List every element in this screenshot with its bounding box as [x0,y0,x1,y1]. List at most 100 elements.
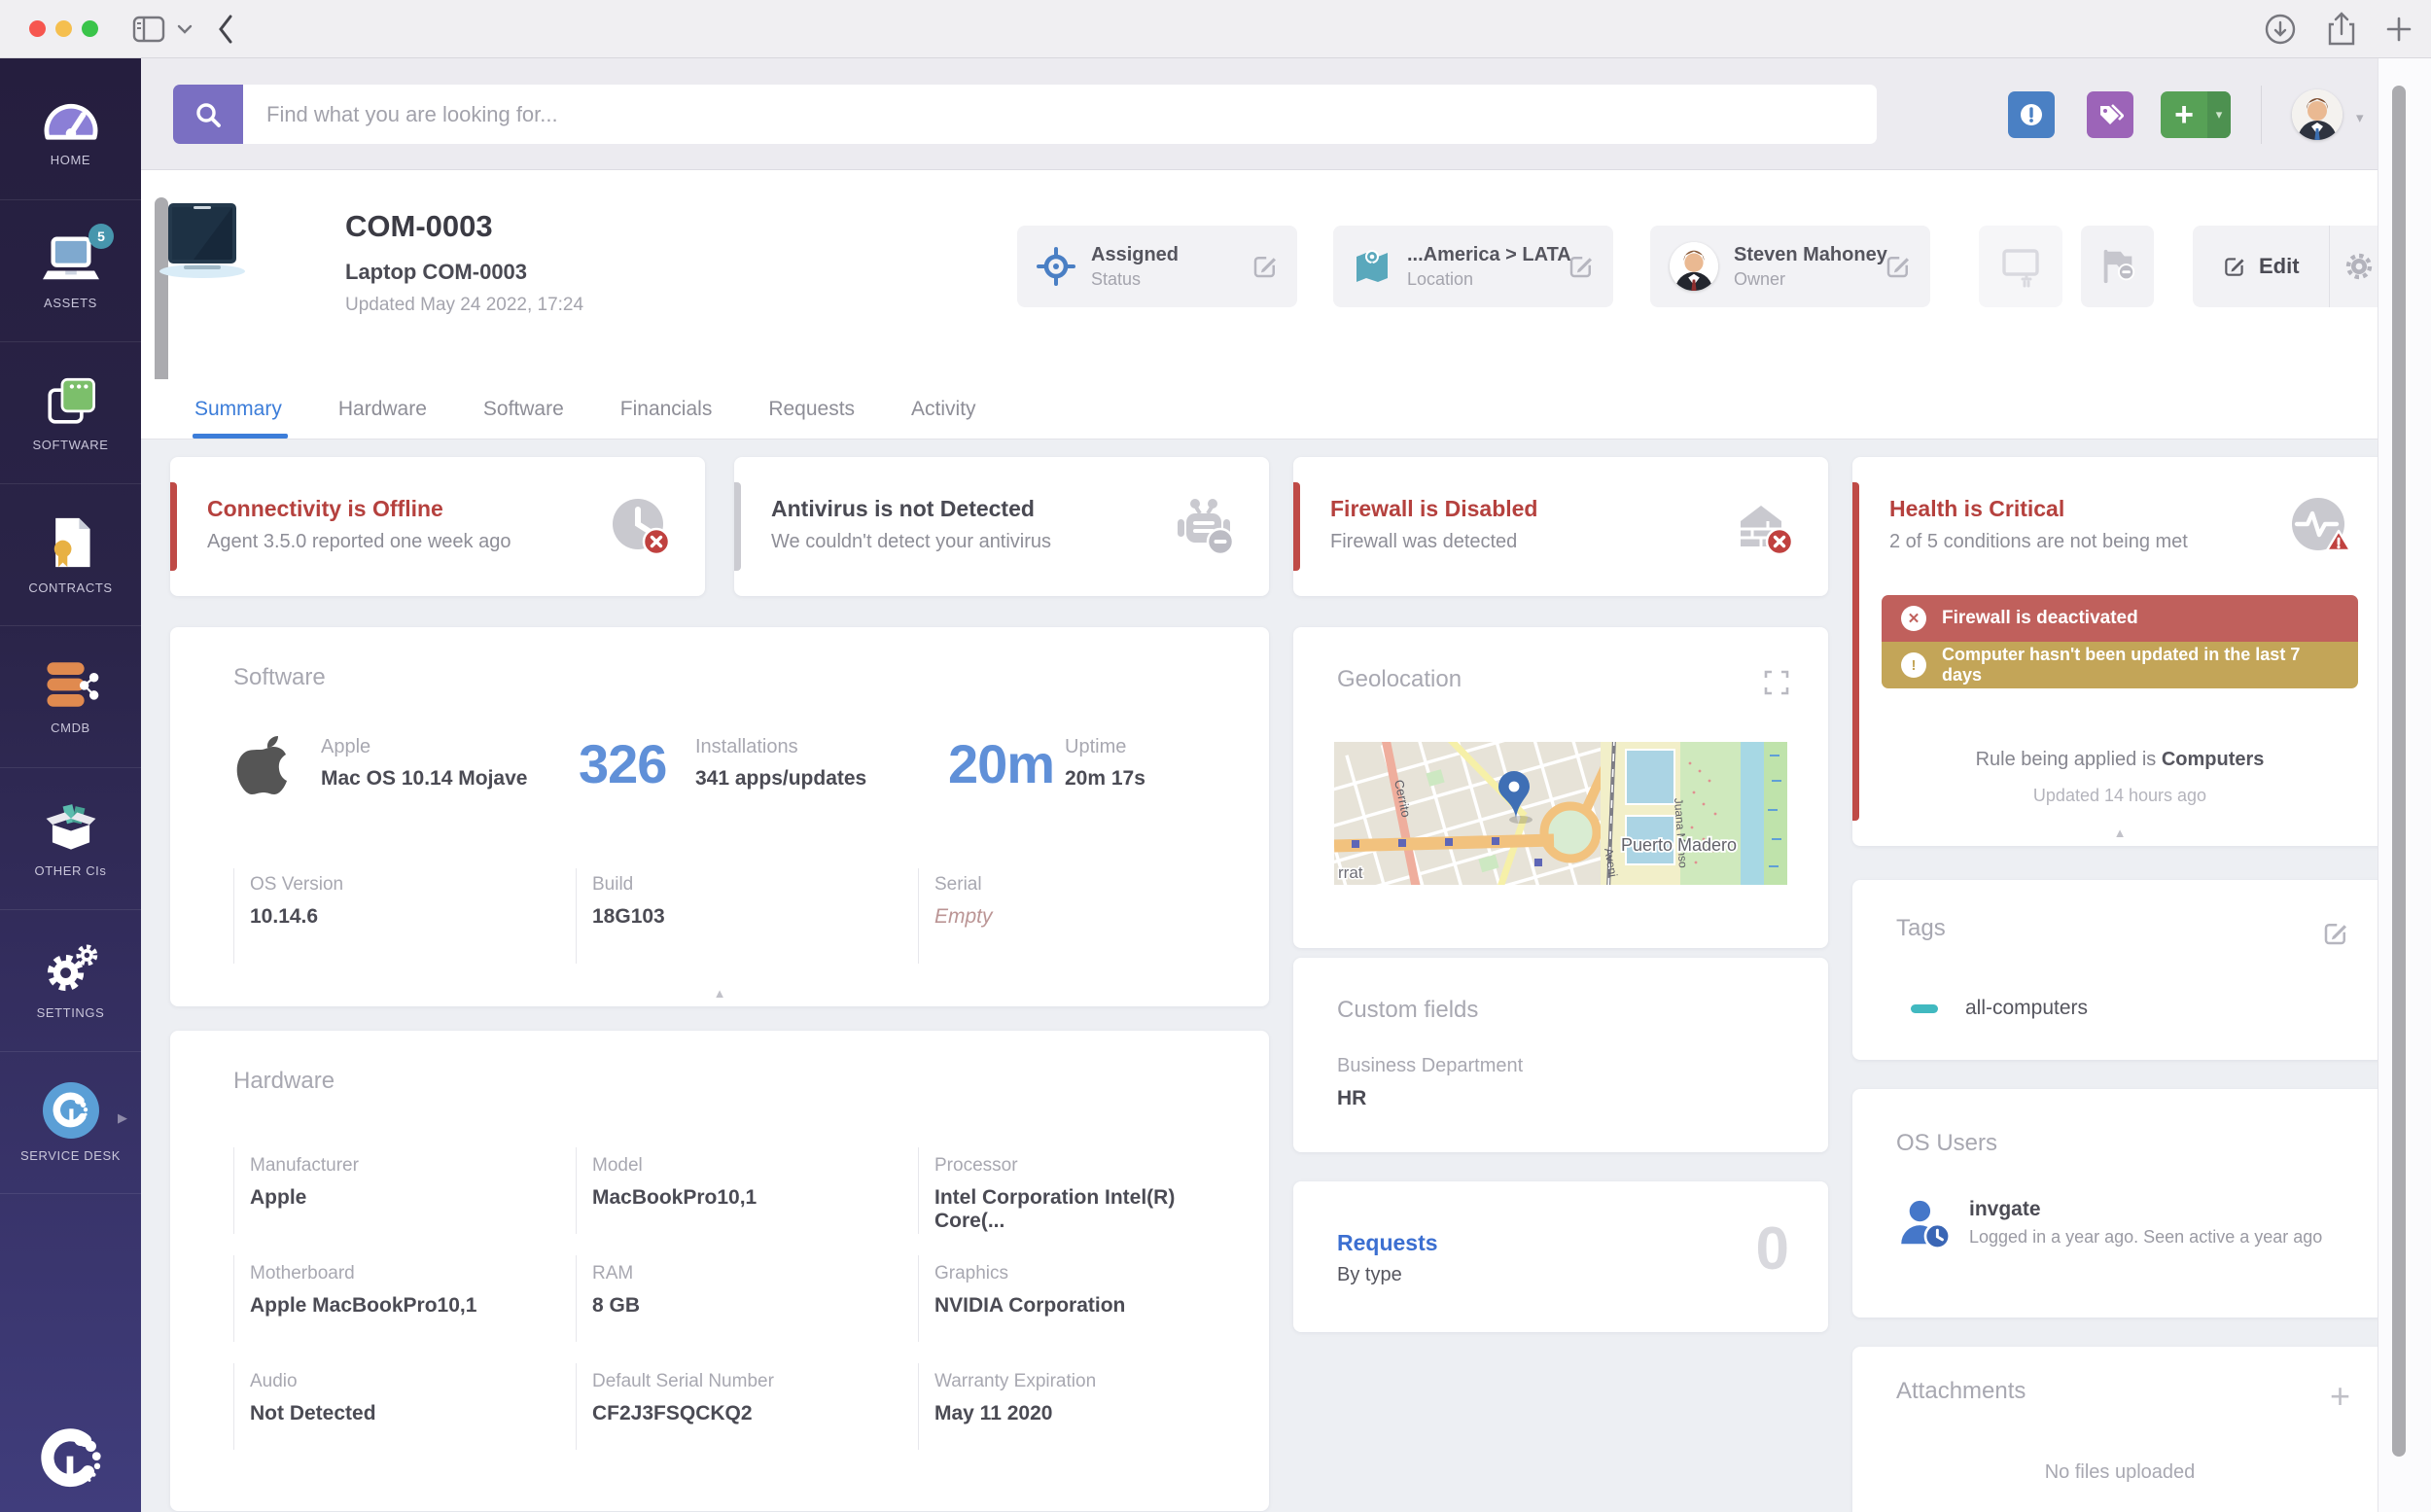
health-issue-text: Firewall is deactivated [1942,608,2138,628]
tab-requests[interactable]: Requests [768,397,856,420]
downloads-icon[interactable] [2264,13,2297,46]
tag-color-pill [1911,1003,1938,1013]
collapse-caret-icon[interactable]: ▲ [2113,826,2127,840]
scrollbar-thumb[interactable] [2392,86,2406,1457]
requests-link[interactable]: Requests [1337,1230,1438,1255]
edit-button[interactable]: Edit [2193,226,2329,307]
share-icon[interactable] [2326,11,2357,48]
status-chip[interactable]: Assigned Status [1017,226,1297,307]
search-icon [196,102,221,127]
invgate-logo [0,1426,141,1494]
sidebar-item-contracts[interactable]: CONTRACTS [0,484,141,626]
sidebar-item-other-cis[interactable]: OTHER CIs [0,768,141,910]
map-street-juana-manso: Juana Manso [1672,797,1690,868]
search-button[interactable] [173,85,243,144]
contract-document-icon [53,517,90,568]
sidebar-item-home[interactable]: HOME [0,58,141,200]
tab-summary[interactable]: Summary [193,379,288,439]
tags-button[interactable] [2087,91,2133,138]
firewall-alert-card[interactable]: Firewall is Disabled Firewall was detect… [1293,457,1828,596]
os-user-row[interactable]: invgate Logged in a year ago. Seen activ… [1899,1198,2322,1250]
monitor-plug-icon [2002,249,2039,288]
software-windows-icon [47,377,95,424]
summary-content: Connectivity is Offline Agent 3.5.0 repo… [141,440,2378,1512]
tab-hardware[interactable]: Hardware [337,397,427,420]
flag-button[interactable] [2081,226,2154,307]
sidebar-item-settings[interactable]: SETTINGS [0,910,141,1052]
health-heartbeat-icon [2292,498,2352,552]
edit-location-icon[interactable] [1567,252,1596,281]
hardware-field: Default Serial Number CF2J3FSQCKQ2 [576,1363,918,1450]
owner-avatar [1670,242,1718,291]
tag-name: all-computers [1965,997,2089,1019]
owner-chip[interactable]: Steven Mahoney Owner [1650,226,1930,307]
sidebar-item-label: SETTINGS [36,1005,105,1020]
add-attachment-icon[interactable]: + [2329,1376,2350,1416]
sidebar-item-label: CONTRACTS [28,580,113,595]
new-tab-icon[interactable] [2384,15,2413,44]
uptime-detail: 20m 17s [1065,767,1145,790]
sidebar-item-label: OTHER CIs [34,863,107,878]
add-dropdown-icon[interactable]: ▾ [2207,91,2231,138]
software-os-name: Mac OS 10.14 Mojave [321,767,528,790]
sidebar-toggle-icon[interactable] [132,15,165,44]
requests-subtitle: By type [1337,1264,1402,1285]
sidebar-item-cmdb[interactable]: CMDB [0,626,141,768]
add-button[interactable]: + ▾ [2161,91,2231,138]
user-avatar[interactable] [2292,89,2343,140]
antivirus-icon [1178,499,1235,556]
asset-settings-button[interactable] [2328,226,2389,307]
asset-updated-text: Updated May 24 2022, 17:24 [345,295,584,315]
database-icon [46,662,98,707]
toolbar-chevron-icon[interactable] [177,23,193,35]
location-map-icon [1356,250,1388,282]
custom-field: Business Department HR [1337,1055,1524,1109]
location-chip[interactable]: ...America > LATA Location [1333,226,1613,307]
scrollbar-track[interactable] [2378,58,2431,1512]
fullscreen-icon[interactable] [1762,668,1791,697]
gauge-icon [44,103,97,140]
sidebar-item-label: SOFTWARE [32,438,109,452]
software-section-title: Software [233,664,326,690]
geolocation-card: Geolocation [1293,627,1828,948]
connectivity-alert-card[interactable]: Connectivity is Offline Agent 3.5.0 repo… [170,457,705,596]
tab-financials[interactable]: Financials [619,397,713,420]
user-menu-chevron-icon[interactable]: ▾ [2356,110,2364,126]
zoom-window-icon[interactable] [82,20,98,37]
tab-software[interactable]: Software [482,397,564,420]
tab-activity[interactable]: Activity [911,397,976,420]
remote-session-button[interactable] [1979,226,2062,307]
user-clock-icon [1901,1200,1952,1250]
search-input[interactable] [243,85,1877,144]
hardware-field: Processor Intel Corporation Intel(R) Core… [918,1147,1260,1234]
uptime-value: 20m [948,733,1055,794]
minimize-window-icon[interactable] [55,20,72,37]
map[interactable]: Cerrito rrat Juana Manso Aveni Puerto Ma… [1334,742,1787,885]
announcements-button[interactable] [2008,91,2055,138]
tag-item[interactable]: all-computers [1911,997,2088,1020]
back-icon[interactable] [216,13,235,46]
edit-tags-icon[interactable] [2321,919,2350,948]
health-description: 2 of 5 conditions are not being met [1889,531,2188,552]
map-pin-icon [1498,771,1530,818]
edit-status-icon[interactable] [1251,252,1280,281]
health-card[interactable]: Health is Critical 2 of 5 conditions are… [1852,457,2378,846]
custom-fields-title: Custom fields [1337,997,1479,1023]
edit-owner-icon[interactable] [1884,252,1913,281]
collapse-caret-icon[interactable]: ▲ [713,986,726,1001]
close-window-icon[interactable] [29,20,46,37]
flag-icon [2103,249,2134,284]
browser-chrome [0,0,2431,58]
requests-card: Requests By type 0 [1293,1181,1828,1332]
health-accent-bar [1852,482,1859,821]
owner-value: Steven Mahoney [1734,243,1887,265]
antivirus-alert-card[interactable]: Antivirus is not Detected We couldn't de… [734,457,1269,596]
status-value: Assigned [1091,243,1180,265]
health-rule-name: Computers [2161,749,2265,770]
sidebar-item-software[interactable]: SOFTWARE [0,342,141,484]
topbar: + ▾ ▾ [141,58,2378,170]
service-desk-expand-icon[interactable]: ▶ [118,1110,127,1125]
sidebar-item-service-desk[interactable]: ▶ SERVICE DESK [0,1052,141,1194]
sidebar-item-assets[interactable]: 5 ASSETS [0,200,141,342]
